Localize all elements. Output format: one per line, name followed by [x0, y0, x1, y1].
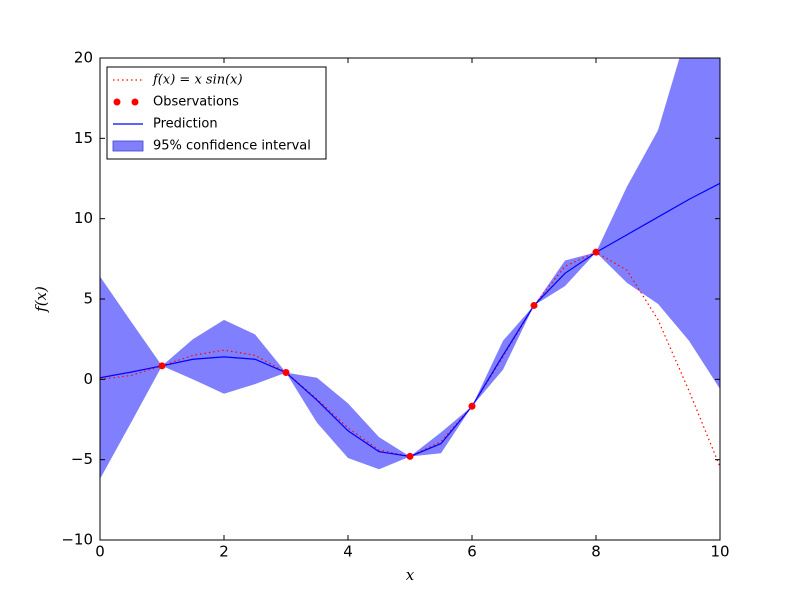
y-axis-label: f(x) [32, 286, 50, 313]
observation [282, 369, 290, 377]
legend-label: f(x) = x sin(x) [152, 73, 243, 88]
legend-label: Observations [153, 95, 239, 110]
observation [406, 452, 414, 460]
observation [158, 362, 166, 370]
legend-swatch [113, 98, 121, 106]
x-tick-label: 0 [95, 543, 105, 561]
confidence-band [100, 58, 720, 479]
observation [530, 301, 538, 309]
x-tick-label: 6 [467, 543, 477, 561]
y-tick-label: 15 [74, 129, 93, 147]
plot-area [100, 58, 720, 479]
legend-label: Prediction [153, 117, 218, 132]
y-tick-label: 10 [74, 209, 93, 227]
y-tick-label: −10 [61, 531, 93, 549]
x-tick-label: 8 [591, 543, 601, 561]
x-tick-label: 2 [219, 543, 229, 561]
y-tick-label: 20 [74, 49, 93, 67]
x-axis-label: x [406, 566, 415, 584]
observation [468, 402, 476, 410]
y-tick-label: 5 [83, 290, 93, 308]
y-tick-label: 0 [83, 370, 93, 388]
legend-swatch [112, 140, 144, 152]
legend: f(x) = x sin(x) Observations Prediction 95%… [106, 66, 327, 160]
x-tick-label: 4 [343, 543, 353, 561]
observation [592, 248, 600, 256]
legend-frame [106, 66, 327, 160]
y-tick-label: −5 [71, 450, 93, 468]
x-tick-label: 10 [710, 543, 729, 561]
legend-label: 95% confidence interval [153, 139, 311, 154]
legend-swatch [131, 98, 139, 106]
